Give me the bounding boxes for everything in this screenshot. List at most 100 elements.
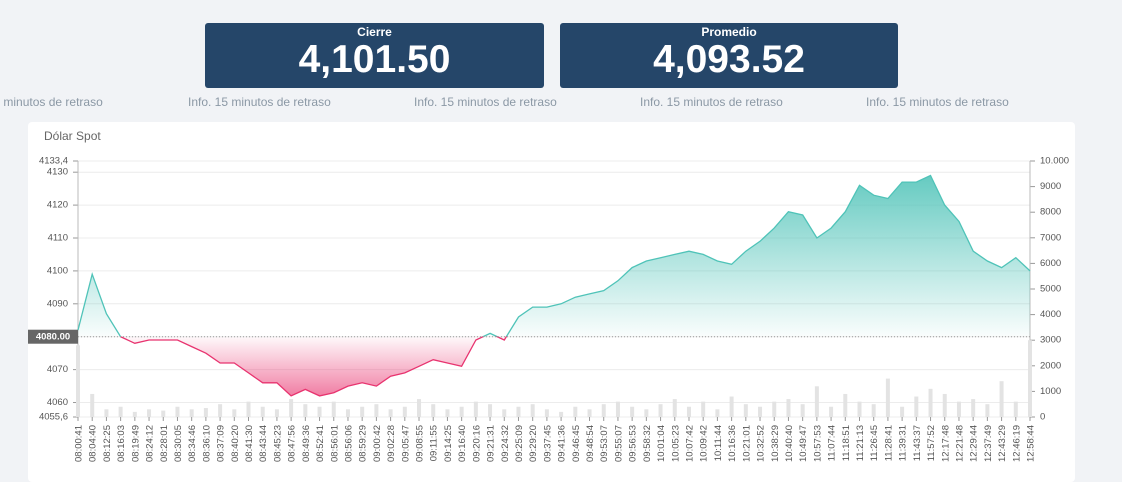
x-tick-label: 09:05:47 bbox=[400, 425, 411, 462]
volume-bar bbox=[274, 409, 279, 417]
volume-bar bbox=[871, 404, 876, 417]
volume-bar bbox=[615, 401, 620, 417]
volume-bar bbox=[758, 406, 763, 417]
volume-bar bbox=[900, 406, 905, 417]
volume-bar bbox=[147, 409, 152, 417]
y2-tick-label: 0 bbox=[1040, 412, 1045, 423]
x-tick-label: 09:46:45 bbox=[571, 425, 582, 462]
x-tick-label: 10:40:40 bbox=[784, 425, 795, 462]
volume-bar bbox=[516, 406, 521, 417]
volume-bar bbox=[786, 399, 791, 417]
x-tick-label: 08:52:41 bbox=[315, 425, 326, 462]
x-tick-label: 09:58:32 bbox=[642, 425, 653, 462]
x-tick-label: 08:40:20 bbox=[230, 425, 241, 462]
x-tick-label: 09:48:54 bbox=[585, 425, 596, 462]
volume-bar bbox=[175, 406, 180, 417]
volume-bar bbox=[360, 406, 365, 417]
volume-bar bbox=[203, 408, 208, 417]
volume-bar bbox=[829, 406, 834, 417]
x-tick-label: 11:21:13 bbox=[855, 425, 866, 461]
volume-bar bbox=[246, 401, 251, 417]
y2-tick-label: 5000 bbox=[1040, 284, 1061, 295]
x-tick-label: 10:32:52 bbox=[756, 425, 767, 462]
volume-bar bbox=[331, 401, 336, 417]
card-value: 4,101.50 bbox=[298, 38, 451, 81]
x-tick-label: 08:28:01 bbox=[159, 425, 170, 462]
volume-bar bbox=[459, 406, 464, 417]
volume-bar bbox=[431, 404, 436, 417]
x-tick-label: 09:25:09 bbox=[514, 425, 525, 462]
volume-bar bbox=[942, 393, 947, 417]
x-tick-label: 10:11:44 bbox=[713, 425, 724, 461]
delay-note: Info. 15 minutos de retraso bbox=[414, 95, 557, 109]
volume-bar bbox=[729, 396, 734, 417]
y-tick-label: 4055,6 bbox=[39, 412, 68, 423]
x-tick-label: 10:57:53 bbox=[812, 425, 823, 462]
volume-bar bbox=[104, 409, 109, 417]
volume-bar bbox=[573, 406, 578, 417]
x-tick-label: 09:20:16 bbox=[471, 425, 482, 462]
y2-tick-label: 9000 bbox=[1040, 181, 1061, 192]
delay-note: Info. 15 minutos de retraso bbox=[188, 95, 331, 109]
delay-note: Info. 15 minutos de retraso bbox=[640, 95, 783, 109]
x-tick-label: 09:56:53 bbox=[628, 425, 639, 462]
chart-title: Dólar Spot bbox=[44, 129, 101, 143]
x-tick-label: 11:57:52 bbox=[926, 425, 937, 461]
volume-bar bbox=[345, 409, 350, 417]
delay-note: Info. 15 minutos de retraso bbox=[0, 95, 103, 109]
x-tick-label: 11:39:31 bbox=[898, 425, 909, 461]
reference-label-box bbox=[28, 329, 78, 344]
x-tick-label: 11:43:37 bbox=[912, 425, 923, 461]
volume-bar bbox=[601, 404, 606, 417]
y-tick-label: 4090 bbox=[47, 298, 68, 309]
x-tick-label: 12:17:48 bbox=[940, 425, 951, 462]
y2-tick-label: 7000 bbox=[1040, 232, 1061, 243]
volume-bar bbox=[1028, 340, 1032, 417]
volume-bar bbox=[587, 409, 592, 417]
volume-bar bbox=[686, 406, 691, 417]
y-tick-label: 4100 bbox=[47, 265, 68, 276]
y2-tick-label: 8000 bbox=[1040, 207, 1061, 218]
x-tick-label: 08:16:03 bbox=[116, 425, 127, 462]
volume-bar bbox=[743, 404, 748, 417]
volume-bar bbox=[559, 411, 564, 417]
x-tick-label: 08:45:23 bbox=[272, 425, 283, 462]
x-tick-label: 08:04:40 bbox=[88, 425, 99, 462]
volume-bar bbox=[189, 409, 194, 417]
y2-tick-label: 1000 bbox=[1040, 386, 1061, 397]
y-tick-label: 4070 bbox=[47, 364, 68, 375]
volume-bar bbox=[630, 406, 635, 417]
volume-bar bbox=[772, 401, 777, 417]
volume-bar bbox=[317, 406, 322, 417]
y2-tick-label: 3000 bbox=[1040, 335, 1061, 346]
card-title: Cierre bbox=[357, 25, 392, 39]
y-tick-label: 4133,4 bbox=[39, 156, 68, 167]
close-card: Cierre 4,101.50 bbox=[205, 23, 544, 88]
volume-bar bbox=[289, 399, 294, 417]
x-tick-label: 09:29:20 bbox=[528, 425, 539, 462]
x-tick-label: 10:05:23 bbox=[670, 425, 681, 462]
volume-bar bbox=[658, 404, 663, 417]
x-tick-label: 12:58:44 bbox=[1026, 425, 1037, 462]
x-tick-label: 09:55:07 bbox=[613, 425, 624, 462]
x-tick-label: 11:07:44 bbox=[827, 425, 838, 461]
x-tick-label: 09:37:45 bbox=[542, 425, 553, 462]
card-title: Promedio bbox=[701, 25, 757, 39]
x-tick-label: 11:28:41 bbox=[883, 425, 894, 461]
x-tick-label: 08:36:10 bbox=[201, 425, 212, 462]
x-tick-label: 09:14:25 bbox=[443, 425, 454, 462]
volume-bar bbox=[260, 406, 265, 417]
volume-bar bbox=[118, 406, 123, 417]
x-tick-label: 12:21:48 bbox=[954, 425, 965, 462]
volume-bar bbox=[473, 401, 478, 417]
volume-bar bbox=[161, 410, 166, 417]
x-tick-label: 12:29:44 bbox=[969, 425, 980, 462]
x-tick-label: 08:56:01 bbox=[329, 425, 340, 462]
x-tick-label: 08:56:06 bbox=[343, 425, 354, 462]
reference-label: 4080.00 bbox=[36, 332, 70, 343]
price-line bbox=[77, 174, 1031, 397]
x-tick-label: 08:24:12 bbox=[145, 425, 156, 462]
x-tick-label: 08:34:46 bbox=[187, 425, 198, 462]
